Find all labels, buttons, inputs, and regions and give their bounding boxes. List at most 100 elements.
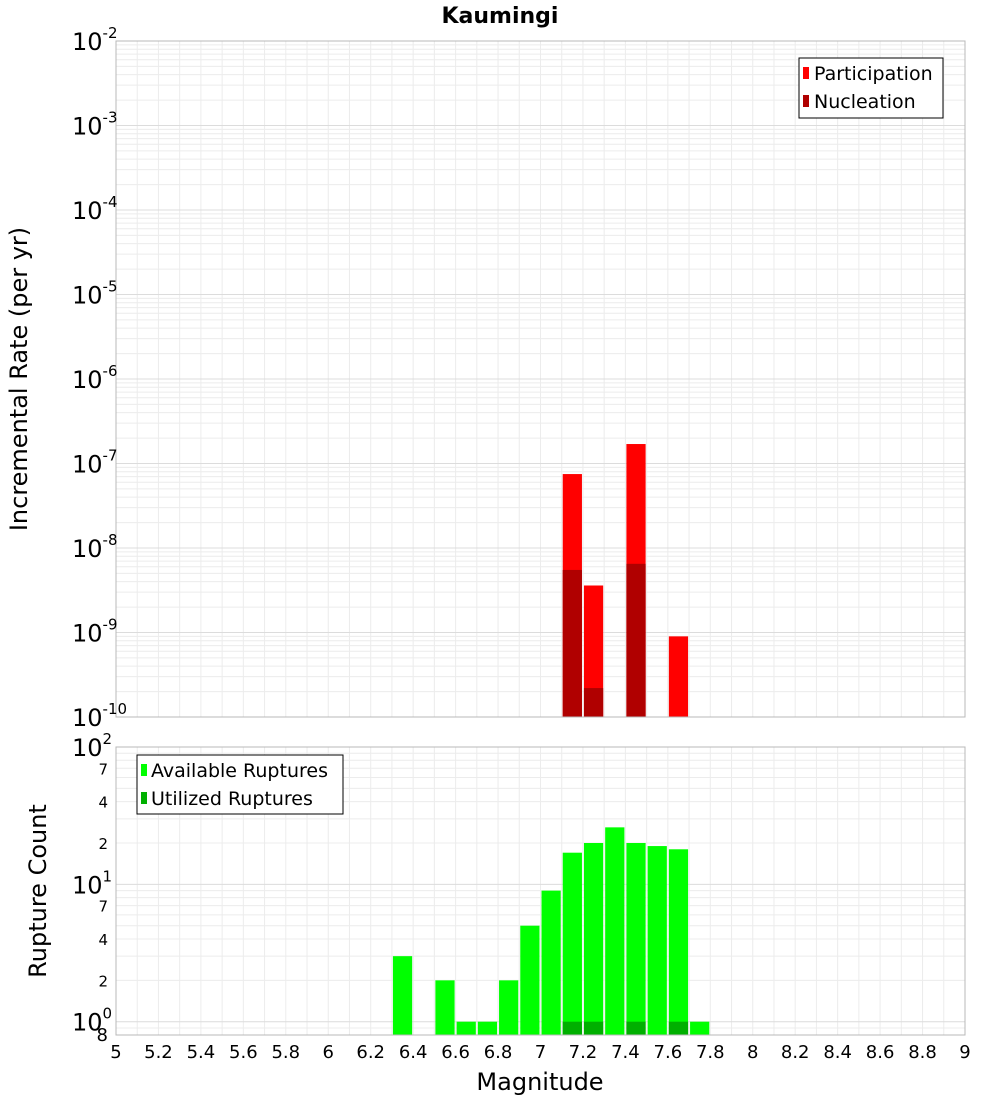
tick-exponent: -5 xyxy=(103,278,118,296)
x-tick-label: 7.2 xyxy=(569,1042,598,1063)
bottom-y-minor-tick-label: 8 xyxy=(97,1025,108,1046)
available-ruptures-bar xyxy=(626,843,646,1035)
bottom-y-minor-tick-label: 7 xyxy=(98,898,108,916)
bottom-y-minor-tick-label: 7 xyxy=(98,760,108,778)
tick-exponent: 1 xyxy=(103,867,113,885)
top-legend-box xyxy=(798,57,944,119)
tick-base: 10 xyxy=(72,620,103,648)
top-legend: Participation Nucleation xyxy=(798,57,944,119)
tick-exponent: 0 xyxy=(103,1005,113,1023)
bottom-y-tick-label: 102 xyxy=(72,730,112,762)
tick-base: 10 xyxy=(72,1009,103,1037)
available-ruptures-bar xyxy=(477,1021,498,1035)
available-ruptures-bar xyxy=(392,956,413,1035)
tick-base: 10 xyxy=(72,197,103,225)
tick-exponent: -8 xyxy=(103,531,118,549)
tick-base: 10 xyxy=(72,113,103,141)
top-bars xyxy=(562,444,689,717)
top-y-tick-label: 10-7 xyxy=(72,447,118,479)
top-y-tick-label: 10-4 xyxy=(72,193,118,225)
chart-title: Kaumingi xyxy=(442,4,559,29)
x-tick-label: 5.6 xyxy=(229,1042,258,1063)
top-y-tick-label: 10-3 xyxy=(72,109,118,141)
x-tick-label: 8.6 xyxy=(866,1042,895,1063)
tick-base: 10 xyxy=(72,282,103,310)
tick-exponent: -2 xyxy=(103,24,118,42)
bottom-y-minor-tick-label: 2 xyxy=(98,972,108,990)
x-tick-label: 7.6 xyxy=(654,1042,683,1063)
available-ruptures-bar xyxy=(690,1021,710,1035)
legend-participation: Participation xyxy=(814,63,933,85)
utilized-ruptures-bar xyxy=(583,1021,604,1035)
top-y-tick-label: 10-10 xyxy=(72,700,127,732)
x-tick-label: 6 xyxy=(323,1042,334,1063)
tick-base: 10 xyxy=(72,28,103,56)
top-plot-border xyxy=(115,40,966,718)
utilized-swatch xyxy=(141,792,147,804)
x-axis-label: Magnitude xyxy=(476,1068,603,1096)
participation-bar xyxy=(668,636,689,717)
legend-available-ruptures: Available Ruptures xyxy=(151,760,328,782)
participation-swatch xyxy=(803,67,809,79)
top-plot: 10-210-310-410-510-610-710-810-910-10 In… xyxy=(5,24,966,732)
participation-bar xyxy=(583,585,604,717)
top-y-tick-label: 10-2 xyxy=(72,24,118,56)
x-tick-label: 5.2 xyxy=(144,1042,173,1063)
utilized-ruptures-bar xyxy=(668,1021,689,1035)
legend-utilized-ruptures: Utilized Ruptures xyxy=(151,788,313,810)
x-tick-label: 8.4 xyxy=(823,1042,852,1063)
available-ruptures-bar xyxy=(583,843,604,1035)
bottom-y-tick-label: 100 xyxy=(72,1005,112,1037)
tick-exponent: -6 xyxy=(103,362,118,380)
x-tick-label: 5.4 xyxy=(187,1042,216,1063)
tick-base: 10 xyxy=(72,451,103,479)
top-y-tick-label: 10-9 xyxy=(72,616,118,648)
tick-base: 10 xyxy=(72,366,103,394)
utilized-ruptures-bar xyxy=(626,1021,646,1035)
available-ruptures-bar xyxy=(541,890,561,1035)
bottom-plot-border xyxy=(115,746,966,1036)
top-y-axis-label: Incremental Rate (per yr) xyxy=(5,227,33,531)
available-ruptures-bar xyxy=(647,846,667,1035)
top-grid xyxy=(115,41,966,718)
bottom-y-minor-tick-label: 2 xyxy=(98,835,108,853)
x-tick-label: 5.8 xyxy=(271,1042,300,1063)
bottom-legend-box xyxy=(136,754,344,815)
available-ruptures-bar xyxy=(668,849,689,1035)
available-ruptures-bar xyxy=(435,980,455,1035)
tick-exponent: 2 xyxy=(103,730,113,748)
nucleation-bar xyxy=(562,569,582,717)
utilized-ruptures-bar xyxy=(562,1021,582,1035)
available-ruptures-bar xyxy=(520,925,540,1035)
nucleation-swatch xyxy=(803,95,809,107)
tick-base: 10 xyxy=(72,704,103,732)
legend-nucleation: Nucleation xyxy=(814,91,916,113)
x-tick-label: 6.2 xyxy=(356,1042,385,1063)
x-tick-label: 6.6 xyxy=(441,1042,470,1063)
x-tick-labels: 5 5.2 5.4 5.6 5.8 6 6.2 6.4 6.6 6.8 7 7.2 7.4 7.6 7.8 8… xyxy=(110,1042,970,1063)
x-tick-label: 6.8 xyxy=(484,1042,513,1063)
x-tick-label: 7 xyxy=(535,1042,546,1063)
top-y-tick-label: 10-6 xyxy=(72,362,118,394)
bottom-y-minor-tick-label: 4 xyxy=(98,794,108,812)
x-tick-label: 8.8 xyxy=(908,1042,937,1063)
available-ruptures-bar xyxy=(499,980,519,1035)
tick-exponent: -3 xyxy=(103,109,118,127)
available-ruptures-bar xyxy=(605,827,625,1035)
bottom-y-tick-label: 101 xyxy=(72,867,112,899)
x-tick-label: 5 xyxy=(110,1042,121,1063)
top-y-tick-label: 10-8 xyxy=(72,531,118,563)
bottom-y-minor-tick-label: 4 xyxy=(98,931,108,949)
tick-exponent: -10 xyxy=(103,700,128,718)
x-tick-label: 8 xyxy=(747,1042,758,1063)
bottom-grid xyxy=(115,747,966,1036)
available-ruptures-bar xyxy=(562,852,582,1035)
x-tick-label: 7.8 xyxy=(696,1042,725,1063)
bottom-bars xyxy=(392,827,710,1035)
tick-exponent: -7 xyxy=(103,447,118,465)
x-tick-label: 8.2 xyxy=(781,1042,810,1063)
nucleation-bar xyxy=(626,563,646,717)
